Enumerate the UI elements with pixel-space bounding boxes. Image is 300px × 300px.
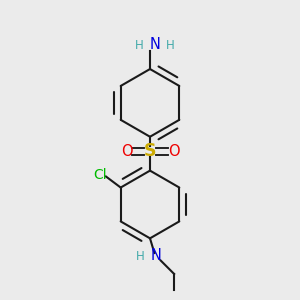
Text: O: O: [168, 144, 179, 159]
Text: H: H: [136, 250, 145, 263]
Text: N: N: [150, 37, 161, 52]
Text: N: N: [151, 248, 161, 263]
Text: H: H: [166, 39, 175, 52]
Text: S: S: [144, 142, 156, 160]
Text: H: H: [135, 39, 144, 52]
Text: O: O: [121, 144, 132, 159]
Text: Cl: Cl: [93, 168, 107, 182]
